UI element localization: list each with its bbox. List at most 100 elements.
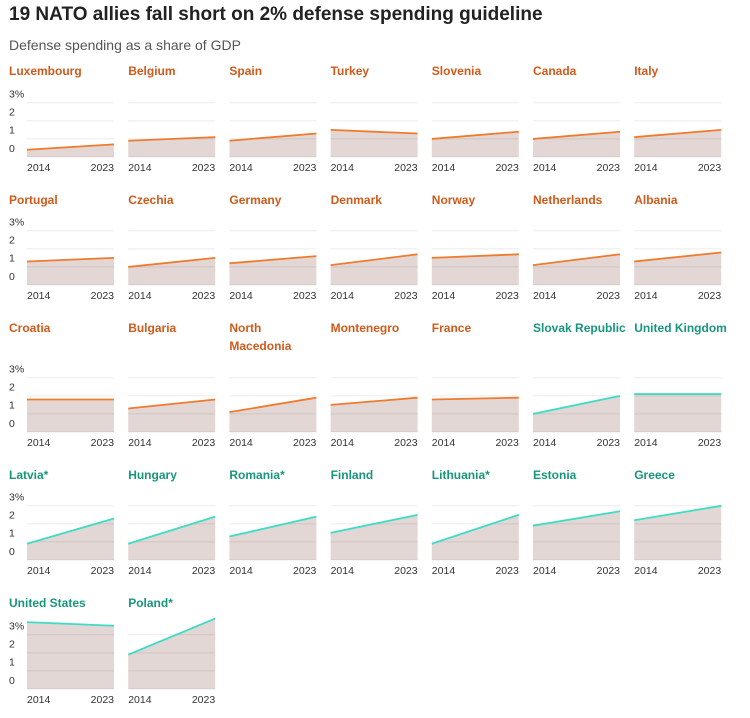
x-tick-label: 2023 bbox=[597, 437, 621, 449]
line bbox=[229, 255, 317, 265]
area bbox=[27, 144, 114, 157]
line bbox=[229, 515, 317, 538]
area bbox=[27, 257, 114, 285]
area bbox=[431, 254, 519, 285]
area bbox=[431, 397, 519, 432]
x-tick-label: 2014 bbox=[634, 565, 658, 577]
area bbox=[431, 514, 519, 560]
x-tick-label: 2023 bbox=[91, 565, 115, 577]
line bbox=[127, 617, 216, 656]
x-tick-label: 2023 bbox=[91, 290, 115, 302]
line bbox=[229, 132, 317, 142]
x-tick-label: 2023 bbox=[293, 162, 317, 174]
x-tick-label: 2014 bbox=[27, 694, 51, 706]
y-tick-label: 2 bbox=[9, 510, 15, 522]
x-tick-label: 2014 bbox=[27, 290, 51, 302]
area bbox=[634, 505, 722, 560]
panel-title: Slovenia bbox=[431, 64, 482, 78]
x-tick-label: 2014 bbox=[229, 290, 253, 302]
panel-title: North Macedonia bbox=[229, 321, 292, 353]
area bbox=[27, 518, 114, 560]
line bbox=[127, 515, 216, 545]
line bbox=[532, 253, 621, 267]
y-tick-label: 1 bbox=[9, 253, 15, 265]
panel-title: Albania bbox=[634, 193, 678, 207]
y-tick-label: 3% bbox=[9, 89, 24, 101]
panel-title: Finland bbox=[330, 468, 374, 482]
x-tick-label: 2014 bbox=[27, 162, 51, 174]
y-tick-label: 0 bbox=[9, 546, 15, 558]
x-tick-label: 2023 bbox=[192, 694, 216, 706]
x-tick-label: 2023 bbox=[698, 162, 722, 174]
line bbox=[330, 396, 418, 406]
y-tick-label: 0 bbox=[9, 675, 15, 687]
area bbox=[128, 516, 216, 560]
line bbox=[128, 136, 216, 142]
line bbox=[532, 510, 621, 527]
x-tick-label: 2023 bbox=[597, 162, 621, 174]
y-tick-label: 3% bbox=[9, 364, 24, 376]
area bbox=[27, 622, 114, 689]
x-tick-label: 2023 bbox=[192, 290, 216, 302]
y-tick-label: 0 bbox=[9, 418, 15, 430]
page-subtitle: Defense spending as a share of GDP bbox=[9, 37, 241, 53]
x-tick-label: 2023 bbox=[698, 437, 722, 449]
panel-title: Hungary bbox=[128, 468, 177, 482]
area bbox=[533, 254, 620, 285]
x-tick-label: 2023 bbox=[91, 694, 115, 706]
panel-title: United States bbox=[9, 596, 86, 610]
area bbox=[330, 397, 418, 432]
area bbox=[229, 256, 317, 285]
area bbox=[229, 397, 317, 432]
y-tick-label: 2 bbox=[9, 382, 15, 394]
x-tick-label: 2023 bbox=[91, 162, 115, 174]
area bbox=[27, 399, 114, 432]
page-title: 19 NATO allies fall short on 2% defense … bbox=[9, 4, 543, 25]
x-tick-label: 2014 bbox=[533, 437, 557, 449]
x-tick-label: 2023 bbox=[192, 162, 216, 174]
panel-title: Estonia bbox=[533, 468, 577, 482]
area bbox=[128, 399, 216, 432]
panel-title: Slovak Republic bbox=[533, 321, 626, 335]
x-tick-label: 2023 bbox=[394, 290, 418, 302]
panel-title: Lithuania* bbox=[431, 468, 490, 482]
panel-title: Latvia* bbox=[9, 468, 49, 482]
x-tick-label: 2023 bbox=[293, 290, 317, 302]
x-tick-label: 2014 bbox=[533, 162, 557, 174]
line bbox=[634, 129, 722, 139]
x-tick-label: 2023 bbox=[698, 565, 722, 577]
area bbox=[431, 131, 519, 157]
x-tick-label: 2014 bbox=[533, 290, 557, 302]
y-tick-label: 1 bbox=[9, 528, 15, 540]
x-tick-label: 2023 bbox=[192, 437, 216, 449]
y-tick-label: 2 bbox=[9, 235, 15, 247]
area bbox=[330, 254, 418, 285]
x-tick-label: 2014 bbox=[331, 437, 355, 449]
panel-title: Netherlands bbox=[533, 193, 603, 207]
x-tick-label: 2023 bbox=[293, 437, 317, 449]
panel-title: Spain bbox=[229, 64, 263, 78]
x-tick-label: 2023 bbox=[394, 565, 418, 577]
y-tick-label: 2 bbox=[9, 107, 15, 119]
panel-title: France bbox=[431, 321, 472, 335]
area bbox=[634, 129, 722, 157]
line bbox=[634, 504, 722, 522]
x-tick-label: 2023 bbox=[91, 437, 115, 449]
panel-title: Belgium bbox=[128, 64, 176, 78]
x-tick-label: 2014 bbox=[634, 437, 658, 449]
x-tick-label: 2023 bbox=[698, 290, 722, 302]
line bbox=[431, 253, 519, 259]
area bbox=[128, 137, 216, 157]
x-tick-label: 2014 bbox=[432, 290, 456, 302]
panel-title: Canada bbox=[533, 64, 577, 78]
panel-title: Greece bbox=[634, 468, 675, 482]
x-tick-label: 2014 bbox=[229, 162, 253, 174]
panel-title: Romania* bbox=[229, 468, 285, 482]
x-tick-label: 2023 bbox=[495, 290, 519, 302]
x-tick-label: 2014 bbox=[128, 437, 152, 449]
x-tick-label: 2014 bbox=[128, 565, 152, 577]
line bbox=[431, 130, 519, 140]
line bbox=[330, 513, 418, 534]
panel-title: Bulgaria bbox=[128, 321, 177, 335]
